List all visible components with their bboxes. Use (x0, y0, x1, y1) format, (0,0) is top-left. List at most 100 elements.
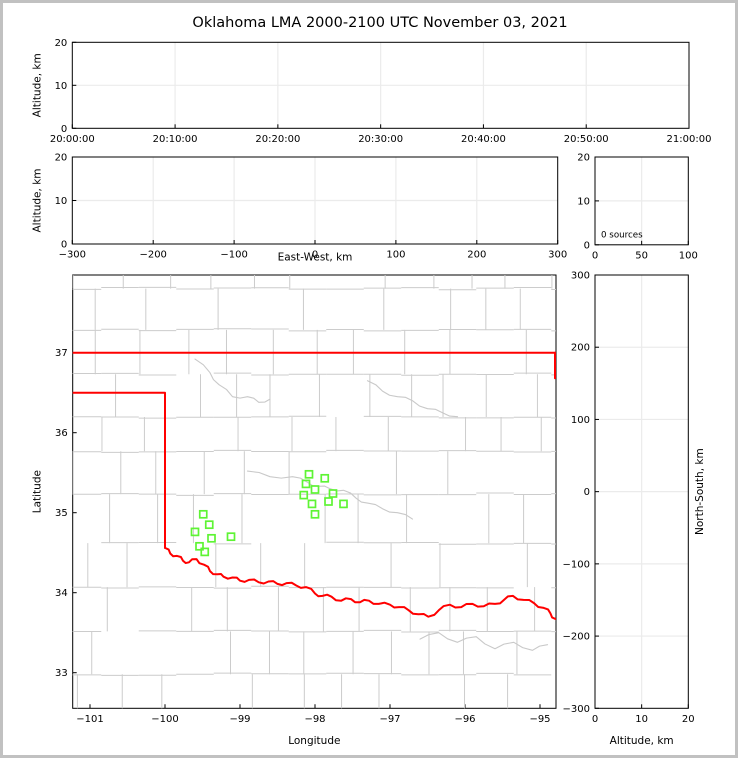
x-ticks: 0 50 100 (592, 240, 698, 261)
y-ticks: 300 200 100 0 −100 −200 −300 (563, 271, 599, 715)
state-border-panhandle-texas (72, 391, 166, 549)
x-ticks: 0 10 20 (592, 704, 695, 725)
tick-label: 10 (577, 196, 590, 207)
tick-label: 100 (386, 250, 405, 261)
tick-label: −99 (229, 714, 250, 725)
tick-label: 0 (61, 240, 67, 251)
tick-label: 36 (55, 428, 68, 439)
axis-labels: Altitude, km North-South, km (610, 448, 706, 746)
tick-label: East-West, km (278, 252, 353, 264)
tick-label: 0 (592, 250, 598, 261)
state-borders (72, 351, 556, 621)
tick-label: −300 (59, 250, 86, 261)
tick-label: 20:30:00 (358, 134, 403, 145)
lma-station-marker (204, 520, 214, 530)
tick-label: 0 (584, 487, 590, 498)
tick-label: Altitude, km (610, 735, 674, 747)
tick-label: 300 (548, 250, 567, 261)
gridlines (595, 275, 689, 709)
tick-label: 200 (571, 343, 590, 354)
tick-label: 100 (571, 415, 590, 426)
river-line (419, 632, 549, 651)
x-ticks: −300 −200 −100 0 100 200 300 (59, 240, 567, 261)
lma-station-marker (320, 473, 330, 483)
tick-label: Longitude (288, 735, 340, 747)
sources-count-label: 0 sources (601, 231, 643, 241)
tick-label: 20 (55, 38, 68, 49)
tick-label: −98 (304, 714, 325, 725)
tick-label: 33 (55, 668, 68, 679)
tick-label: 34 (55, 588, 68, 599)
tick-label: 20 (577, 153, 590, 164)
axis-labels: Altitude, km (31, 53, 43, 117)
y-ticks: 0 10 20 (55, 153, 77, 251)
tick-label: 20:20:00 (255, 134, 300, 145)
panel-altitude-vs-time: 20:00:00 20:10:00 20:20:00 20:30:00 20:40:00… (31, 38, 711, 145)
lma-station-marker (198, 509, 208, 519)
plot-canvas: Oklahoma LMA 2000-2100 UTC November 03, … (31, 15, 711, 747)
lma-station-marker (307, 499, 317, 509)
tick-label: 20:00:00 (50, 134, 95, 145)
tick-label: −200 (563, 632, 590, 643)
tick-label: −97 (379, 714, 400, 725)
axis-labels: East-West, km Altitude, km (31, 168, 352, 263)
tick-label: Latitude (32, 470, 44, 513)
x-ticks: 20:00:00 20:10:00 20:20:00 20:30:00 20:40:00… (50, 124, 711, 145)
lma-station-marker (324, 497, 333, 506)
tick-label: −96 (454, 714, 475, 725)
map-content (72, 275, 556, 709)
tick-label: −200 (139, 250, 166, 261)
lma-station-marker (301, 479, 311, 489)
tick-label: North-South, km (694, 448, 706, 535)
lma-station-marker (304, 469, 314, 479)
y-ticks: 0 10 20 (55, 38, 77, 135)
annotation: 0 sources (601, 231, 643, 241)
tick-label: 37 (55, 348, 68, 359)
tick-label: −100 (220, 250, 247, 261)
tick-label: 50 (635, 250, 648, 261)
tick-label: 0 (584, 240, 590, 251)
tick-label: 10 (55, 81, 68, 92)
tick-label: 20 (55, 153, 68, 164)
tick-label: −100 (563, 559, 590, 570)
lma-station-marker (339, 499, 348, 509)
river-line (366, 380, 459, 418)
tick-label: −101 (76, 714, 103, 725)
tick-label: 20:50:00 (564, 134, 609, 145)
lma-station-marker (207, 533, 216, 543)
y-ticks: 33 34 35 36 37 (55, 348, 77, 679)
tick-label: 300 (571, 271, 590, 282)
panel-northsouth-vs-altitude: 0 10 20 300 200 100 0 −100 −200 −300 Altitude, km N… (563, 271, 706, 747)
tick-label: 100 (679, 250, 698, 261)
panel-altitude-histogram: 0 50 100 0 10 20 0 sources (577, 153, 698, 262)
lma-station-marker (200, 547, 210, 557)
tick-label: 10 (55, 196, 68, 207)
tick-label: 200 (467, 250, 486, 261)
tick-label: 20:40:00 (461, 134, 506, 145)
y-ticks: 0 10 20 (577, 153, 599, 251)
lma-station-marker (195, 541, 204, 551)
lma-station-marker (310, 509, 320, 519)
panel-map-plan-view: −101 −100 −99 −98 −97 −96 −95 33 34 35 36 37 Longitu… (32, 274, 557, 747)
river-line (194, 358, 271, 403)
tick-label: −95 (529, 714, 550, 725)
lma-station-marker (328, 489, 338, 498)
lma-stations (190, 469, 348, 557)
tick-label: 35 (55, 508, 68, 519)
rivers (194, 358, 549, 651)
axis-labels: Longitude Latitude (32, 470, 341, 747)
lma-station-marker (310, 485, 320, 494)
gridlines (595, 157, 689, 245)
tick-label: 20 (682, 714, 695, 725)
tick-label: 0 (592, 714, 598, 725)
state-border-red-river (164, 546, 556, 621)
tick-label: 0 (312, 250, 318, 261)
lma-station-marker (190, 527, 200, 537)
figure-title: Oklahoma LMA 2000-2100 UTC November 03, … (192, 15, 567, 31)
county-boundaries (72, 275, 556, 709)
panels-root: 20:00:00 20:10:00 20:20:00 20:30:00 20:40:00… (31, 38, 711, 747)
tick-label: 0 (61, 124, 67, 135)
lma-station-marker (226, 532, 236, 542)
tick-label: −300 (563, 704, 590, 715)
